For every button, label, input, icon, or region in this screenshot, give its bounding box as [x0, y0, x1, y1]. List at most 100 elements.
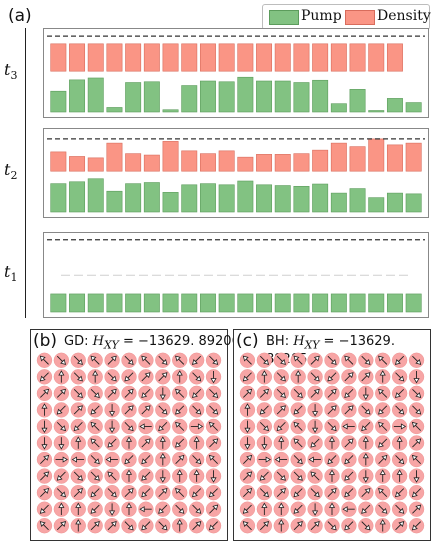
spin-arrow-head	[293, 355, 300, 362]
spin-site	[375, 435, 391, 451]
time-axis-line	[25, 28, 26, 318]
spin-site	[408, 468, 425, 484]
spin-arrow-head	[77, 375, 83, 382]
spin-arrow-head	[296, 521, 303, 527]
spin-site	[87, 501, 103, 517]
spin-arrow-head	[210, 477, 217, 483]
spin-site	[341, 369, 357, 385]
spin-arrow-head	[398, 458, 405, 465]
spin-site	[188, 468, 205, 484]
time-label-t1: t1	[4, 262, 18, 285]
spin-site	[375, 484, 391, 501]
spin-site	[375, 451, 391, 468]
pump-bar	[199, 293, 216, 313]
spin-site	[155, 468, 171, 484]
spin-site	[391, 369, 408, 385]
spin-site	[341, 501, 357, 517]
spin-site	[307, 435, 323, 451]
spin-arrow-head	[208, 524, 215, 531]
spin-site	[358, 484, 374, 501]
pump-bar	[274, 185, 291, 213]
spin-arrow-head	[411, 524, 418, 531]
spin-site	[138, 385, 154, 402]
spin-grid-gd	[36, 352, 222, 534]
spin-arrow-head	[378, 441, 384, 448]
spin-site	[239, 501, 256, 517]
spin-site	[307, 501, 323, 517]
pump-bar	[50, 293, 67, 313]
spin-site	[121, 468, 137, 484]
spin-arrow-head	[208, 421, 215, 428]
spin-site	[155, 352, 171, 368]
spin-arrow-head	[280, 405, 286, 412]
spin-arrow-head	[90, 438, 97, 445]
spin-site	[324, 435, 340, 451]
pump-bar	[349, 89, 366, 113]
spin-arrow-head	[107, 441, 114, 448]
spin-arrow-head	[176, 370, 183, 376]
spin-site	[138, 352, 154, 368]
spin-arrow-head	[296, 474, 303, 481]
density-bar	[312, 43, 329, 72]
spin-site	[256, 402, 273, 418]
spin-site	[155, 418, 171, 435]
spin-site	[408, 451, 425, 468]
spin-site	[155, 435, 171, 451]
spin-site	[36, 385, 53, 402]
density-bar	[87, 157, 104, 172]
spin-site	[341, 418, 357, 435]
pump-bar	[405, 293, 422, 313]
spin-site	[155, 484, 171, 501]
spin-arrow-head	[398, 375, 405, 382]
spin-site	[290, 418, 306, 435]
density-bar	[181, 43, 198, 72]
density-bar	[125, 153, 142, 172]
pump-bar	[125, 183, 142, 213]
spin-site	[70, 468, 86, 484]
pump-bar	[181, 85, 198, 113]
spin-arrow-head	[308, 456, 314, 463]
spin-arrow-head	[344, 474, 351, 481]
spin-site	[256, 418, 273, 435]
spin-arrow-head	[39, 507, 46, 514]
spin-site	[273, 369, 289, 385]
density-bar	[386, 144, 403, 172]
density-bar	[106, 142, 123, 172]
pump-bar	[312, 183, 329, 213]
spin-site	[341, 402, 357, 418]
spin-arrow-head	[178, 454, 185, 461]
spin-site	[273, 518, 289, 534]
spin-arrow-head	[93, 521, 100, 527]
density-bar	[87, 43, 104, 72]
density-bar	[50, 151, 67, 172]
spin-site	[358, 451, 374, 468]
pump-bar	[125, 82, 142, 113]
spin-arrow-head	[293, 507, 300, 514]
pump-bar	[330, 103, 347, 113]
spin-arrow-head	[175, 388, 181, 395]
spin-arrow-head	[125, 469, 133, 475]
spin-arrow-head	[415, 359, 422, 365]
spin-site	[172, 484, 188, 501]
spin-arrow-head	[110, 491, 117, 498]
spin-arrow-head	[295, 370, 302, 376]
spin-arrow-head	[411, 421, 418, 428]
spin-arrow-head	[161, 487, 168, 494]
spin-site	[138, 435, 154, 451]
pump-bar	[293, 185, 310, 213]
spin-site	[138, 484, 154, 501]
spin-site	[155, 402, 171, 418]
spin-arrow-head	[56, 474, 63, 481]
spin-site	[53, 402, 70, 418]
spin-site	[104, 385, 120, 402]
spin-arrow-head	[379, 469, 386, 475]
pump-bar	[386, 192, 403, 213]
spin-site	[358, 501, 374, 517]
spin-site	[155, 501, 171, 517]
spin-arrow-head	[415, 504, 422, 511]
pump-bar	[143, 293, 160, 313]
spin-arrow-head	[93, 392, 100, 399]
pump-bar	[69, 181, 86, 213]
spin-arrow-head	[195, 507, 202, 514]
spin-arrow-head	[90, 507, 97, 514]
